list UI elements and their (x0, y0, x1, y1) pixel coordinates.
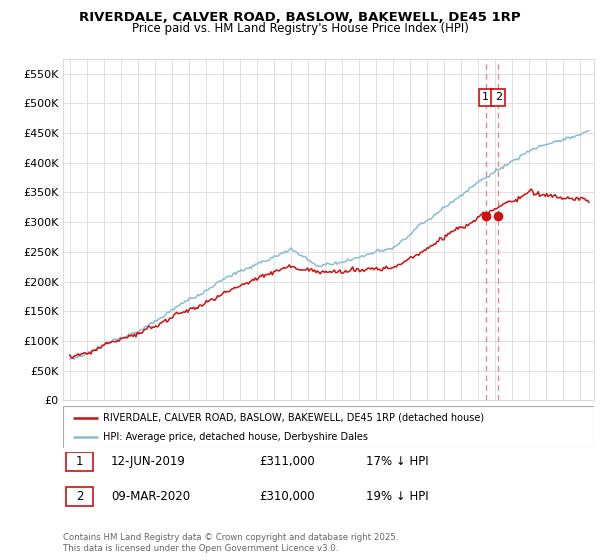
Text: 19% ↓ HPI: 19% ↓ HPI (365, 490, 428, 503)
Text: Price paid vs. HM Land Registry's House Price Index (HPI): Price paid vs. HM Land Registry's House … (131, 22, 469, 35)
Text: Contains HM Land Registry data © Crown copyright and database right 2025.
This d: Contains HM Land Registry data © Crown c… (63, 533, 398, 553)
Text: RIVERDALE, CALVER ROAD, BASLOW, BAKEWELL, DE45 1RP (detached house): RIVERDALE, CALVER ROAD, BASLOW, BAKEWELL… (103, 413, 484, 423)
Text: 2: 2 (76, 490, 83, 503)
Bar (65, 487, 93, 506)
Text: 1: 1 (76, 455, 83, 468)
Text: 12-JUN-2019: 12-JUN-2019 (111, 455, 185, 468)
Bar (65, 452, 93, 472)
Text: RIVERDALE, CALVER ROAD, BASLOW, BAKEWELL, DE45 1RP: RIVERDALE, CALVER ROAD, BASLOW, BAKEWELL… (79, 11, 521, 24)
Text: 17% ↓ HPI: 17% ↓ HPI (365, 455, 428, 468)
Text: HPI: Average price, detached house, Derbyshire Dales: HPI: Average price, detached house, Derb… (103, 432, 368, 442)
Text: £310,000: £310,000 (259, 490, 315, 503)
Text: 2: 2 (495, 92, 502, 102)
Text: 09-MAR-2020: 09-MAR-2020 (111, 490, 190, 503)
Text: £311,000: £311,000 (259, 455, 315, 468)
Text: 1: 1 (482, 92, 489, 102)
